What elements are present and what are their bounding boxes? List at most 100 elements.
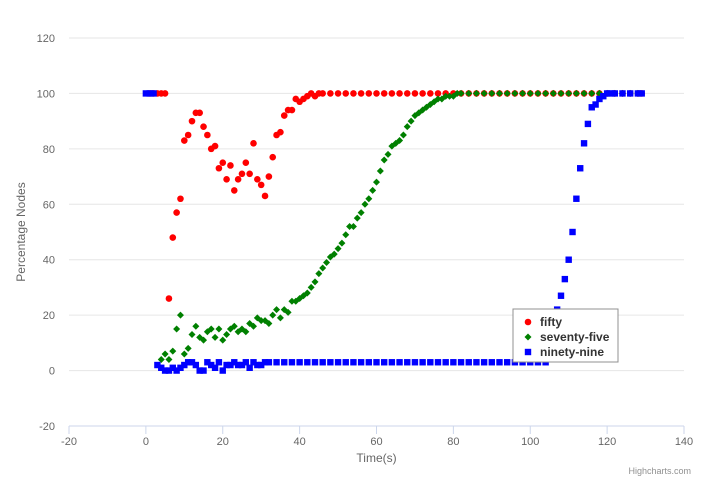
data-point-seventy-five[interactable] [223,331,231,339]
data-point-ninety-nine[interactable] [200,367,207,374]
data-point-ninety-nine[interactable] [192,361,200,369]
data-point-seventy-five[interactable] [496,89,503,97]
data-point-fifty[interactable] [269,153,277,161]
data-point-fifty[interactable] [161,90,169,97]
data-point-ninety-nine[interactable] [419,359,426,366]
data-point-fifty[interactable] [411,90,419,97]
data-point-seventy-five[interactable] [457,89,465,97]
data-point-fifty[interactable] [350,90,357,97]
data-point-fifty[interactable] [288,106,296,114]
data-point-ninety-nine[interactable] [434,359,442,366]
data-point-seventy-five[interactable] [338,239,346,247]
data-point-seventy-five[interactable] [380,156,388,164]
legend-label-fifty[interactable]: fifty [540,315,562,329]
data-point-ninety-nine[interactable] [319,359,326,366]
data-point-fifty[interactable] [184,131,192,139]
data-point-ninety-nine[interactable] [188,359,196,366]
legend-label-ninety-nine[interactable]: ninety-nine [540,345,604,359]
data-point-seventy-five[interactable] [276,314,284,322]
data-point-fifty[interactable] [319,90,326,97]
data-point-ninety-nine[interactable] [638,90,645,97]
data-point-seventy-five[interactable] [353,214,361,222]
data-point-ninety-nine[interactable] [261,359,269,366]
data-point-ninety-nine[interactable] [488,359,496,366]
data-point-ninety-nine[interactable] [304,359,311,366]
data-point-seventy-five[interactable] [376,167,384,175]
data-point-fifty[interactable] [177,195,184,203]
data-point-fifty[interactable] [434,90,442,97]
data-point-fifty[interactable] [254,176,261,183]
data-point-ninety-nine[interactable] [603,90,611,97]
data-point-ninety-nine[interactable] [254,361,261,369]
legend-symbol-fifty[interactable] [524,318,532,326]
data-point-seventy-five[interactable] [173,325,181,333]
data-point-fifty[interactable] [234,176,242,183]
data-point-ninety-nine[interactable] [634,90,642,97]
data-point-seventy-five[interactable] [526,89,534,97]
data-point-ninety-nine[interactable] [208,361,215,369]
data-point-seventy-five[interactable] [472,89,480,97]
data-point-fifty[interactable] [227,162,234,169]
data-point-seventy-five[interactable] [399,131,407,139]
legend-item-ninety-nine[interactable]: ninety-nine [524,345,605,359]
data-point-seventy-five[interactable] [273,306,281,314]
data-point-ninety-nine[interactable] [607,90,615,97]
data-point-seventy-five[interactable] [211,333,219,341]
data-point-ninety-nine[interactable] [404,359,411,366]
data-point-ninety-nine[interactable] [457,359,465,366]
data-point-ninety-nine[interactable] [265,359,273,366]
data-point-fifty[interactable] [334,90,342,97]
data-point-seventy-five[interactable] [242,328,250,336]
data-point-ninety-nine[interactable] [388,359,396,366]
data-point-ninety-nine[interactable] [146,90,153,97]
data-point-ninety-nine[interactable] [450,359,457,366]
data-point-ninety-nine[interactable] [611,90,619,97]
data-point-fifty[interactable] [165,295,173,302]
data-point-fifty[interactable] [215,164,223,172]
data-point-ninety-nine[interactable] [580,140,588,147]
data-point-ninety-nine[interactable] [327,359,334,366]
data-point-ninety-nine[interactable] [584,120,592,128]
data-point-seventy-five[interactable] [503,89,511,97]
data-point-seventy-five[interactable] [384,150,392,158]
data-point-seventy-five[interactable] [288,297,296,305]
data-point-fifty[interactable] [181,137,188,144]
data-point-ninety-nine[interactable] [204,359,211,366]
data-point-fifty[interactable] [250,140,257,147]
data-point-seventy-five[interactable] [361,200,369,208]
data-point-ninety-nine[interactable] [161,367,169,374]
data-point-seventy-five[interactable] [453,89,461,97]
data-point-seventy-five[interactable] [357,209,365,217]
data-point-seventy-five[interactable] [442,92,450,100]
data-point-ninety-nine[interactable] [165,367,173,374]
data-point-ninety-nine[interactable] [565,256,572,263]
data-point-seventy-five[interactable] [215,325,223,333]
data-point-fifty[interactable] [277,128,284,136]
data-point-fifty[interactable] [219,159,227,167]
data-point-seventy-five[interactable] [200,336,208,344]
data-point-seventy-five[interactable] [265,319,273,327]
data-point-seventy-five[interactable] [323,258,331,266]
data-point-ninety-nine[interactable] [246,364,253,371]
data-point-fifty[interactable] [280,112,288,119]
data-point-seventy-five[interactable] [184,344,192,352]
data-point-seventy-five[interactable] [549,89,557,97]
data-point-fifty[interactable] [246,170,253,178]
data-point-seventy-five[interactable] [326,253,334,261]
data-point-ninety-nine[interactable] [569,228,576,236]
data-point-ninety-nine[interactable] [588,104,595,111]
data-point-ninety-nine[interactable] [173,367,180,374]
data-point-ninety-nine[interactable] [181,361,188,369]
data-point-seventy-five[interactable] [284,308,292,316]
data-point-fifty[interactable] [257,181,265,189]
data-point-seventy-five[interactable] [346,222,354,230]
data-point-fifty[interactable] [173,209,180,216]
data-point-seventy-five[interactable] [373,178,380,186]
data-point-fifty[interactable] [357,90,365,97]
data-point-ninety-nine[interactable] [281,359,288,366]
data-point-ninety-nine[interactable] [473,359,480,366]
data-point-seventy-five[interactable] [250,322,257,330]
data-point-fifty[interactable] [380,90,388,97]
data-point-ninety-nine[interactable] [619,90,626,97]
